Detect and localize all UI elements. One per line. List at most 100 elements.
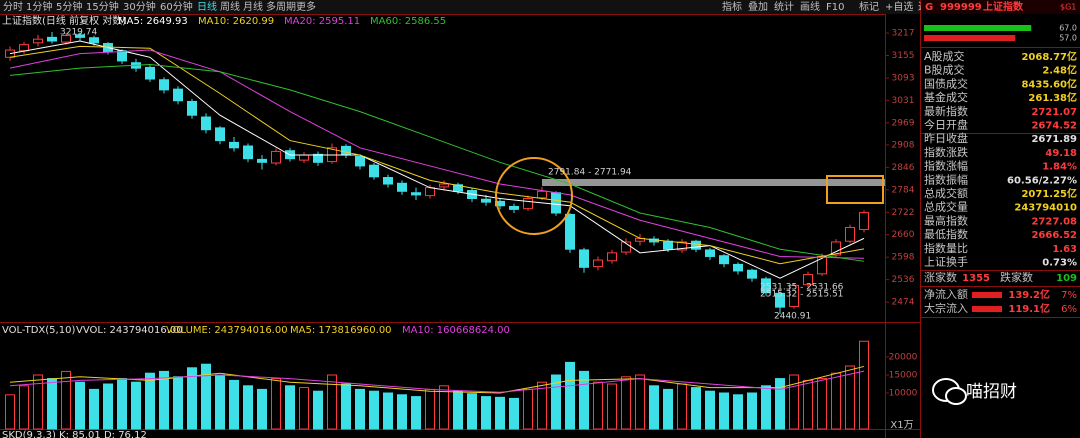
toolbar-tab[interactable]: 5分钟 [56,0,82,13]
candle-body [47,36,57,42]
toolbar-tab[interactable]: 多周期 [266,0,296,13]
flow-value: 139.2亿 [1008,288,1050,301]
row-value: 2068.77亿 [1021,50,1077,63]
toolbar-tab[interactable]: 60分钟 [160,0,193,13]
flow-icon [972,292,1002,298]
toolbar-button[interactable]: F10 [826,2,844,13]
indicator-bar: SKD(9,3,3) K: 85.01 D: 76.12 [2,430,147,438]
toolbar-tab[interactable]: 30分钟 [123,0,156,13]
candle-body [705,249,715,257]
candle-body [565,213,575,250]
row-value: 2671.89 [1031,134,1077,145]
ma-line [9,45,865,265]
toolbar-button[interactable]: 画线 [800,0,820,13]
toolbar-tab[interactable]: 15分钟 [86,0,119,13]
candle-body [313,153,323,163]
toolbar-tab[interactable]: 日线 [197,0,217,13]
breadth-value: 1355 [962,273,990,284]
volume-bar [271,378,281,430]
breadth-label: 跌家数 [1000,270,1033,284]
volume-bar [747,392,757,430]
volume-bar [453,390,463,430]
toolbar-tab[interactable]: 月线 [243,0,263,13]
candle-body [61,35,71,43]
price-annotation: 2791.84 - 2771.94 [548,168,632,178]
flow-label: 大宗流入 [924,301,968,315]
volume-subtitle: VVOL: 243794016.00 [76,325,183,336]
volume-bar [859,340,869,430]
flow-pct: 7% [1061,290,1077,301]
toolbar-button[interactable]: 指标 [722,0,742,13]
candle-body [397,182,407,192]
candle-body [817,255,827,275]
candle-body [733,263,743,272]
candle-body [509,205,519,210]
toolbar-tab[interactable]: 1分钟 [26,0,52,13]
toolbar-button[interactable]: +自选 [885,0,913,13]
toolbar-tab[interactable]: 更多 [296,0,316,13]
candle-body [75,34,85,38]
volume-bar [719,392,729,430]
candle-body [607,252,617,262]
volume-bar [131,381,141,430]
tag: $G1 [1060,3,1076,12]
volume-bar [33,374,43,430]
candle-body [579,249,589,268]
toolbar-tab[interactable]: 分时 [3,1,23,13]
legend-entry: MA5: 173816960.00 [290,325,392,336]
volume-bar [61,370,71,430]
volume-bar [425,388,435,430]
volume-bar [327,374,337,430]
volume-bar [691,387,701,430]
row-label: 上证换手 [924,255,968,269]
toolbar-tab[interactable]: 周线 [220,0,240,13]
candle-body [537,190,547,199]
row-value: 2721.07 [1031,107,1077,118]
volume-bar [523,388,533,430]
candle-body [593,259,603,268]
row-value: 60.56/2.27% [1007,175,1077,186]
volume-bar [5,394,15,430]
candle-body [187,100,197,116]
volume-bar [159,370,169,430]
candle-body [691,240,701,250]
y-tick-label: 2969 [892,118,915,128]
legend-entry: MA5: 2649.93 [118,16,188,27]
volume-unit: X1万 [890,420,913,431]
toolbar-button[interactable]: 标记 [859,1,879,13]
volume-bar [481,396,491,430]
breadth-label: 涨家数 [924,270,957,284]
volume-bar [201,363,211,430]
toolbar-button[interactable]: 统计 [774,0,794,13]
volume-bar [831,372,841,430]
row-value: 8435.60亿 [1021,77,1077,90]
volume-bar [383,392,393,430]
candle-body [341,145,351,156]
volume-bar [803,379,813,430]
toolbar-button[interactable]: 叠加 [748,1,768,13]
candle-body [425,187,435,197]
candle-body [145,66,155,80]
candle-body [299,154,309,161]
volume-bar [845,365,855,430]
volume-bar [19,385,29,430]
candle-body [19,44,29,52]
y-tick-label: 2536 [892,275,915,285]
y-tick-label: 2908 [892,140,915,150]
volume-bar [775,378,785,430]
candle-body [551,192,561,214]
row-value: 0.73% [1042,258,1077,269]
candle-body [33,38,43,44]
toolbar-bg [0,0,1080,14]
y-tick-label: 3155 [892,51,915,61]
y-tick-label: 2784 [892,185,915,195]
ma-line [9,365,865,394]
row-value: 2727.08 [1031,216,1077,227]
candle-body [439,183,449,188]
volume-legend: VOLUME: 243794016.00 [166,325,288,336]
row-label: 基金成交 [924,90,968,104]
candle-body [845,226,855,242]
ma-line [9,370,865,393]
legend-entry: MA20: 2595.11 [284,16,360,27]
